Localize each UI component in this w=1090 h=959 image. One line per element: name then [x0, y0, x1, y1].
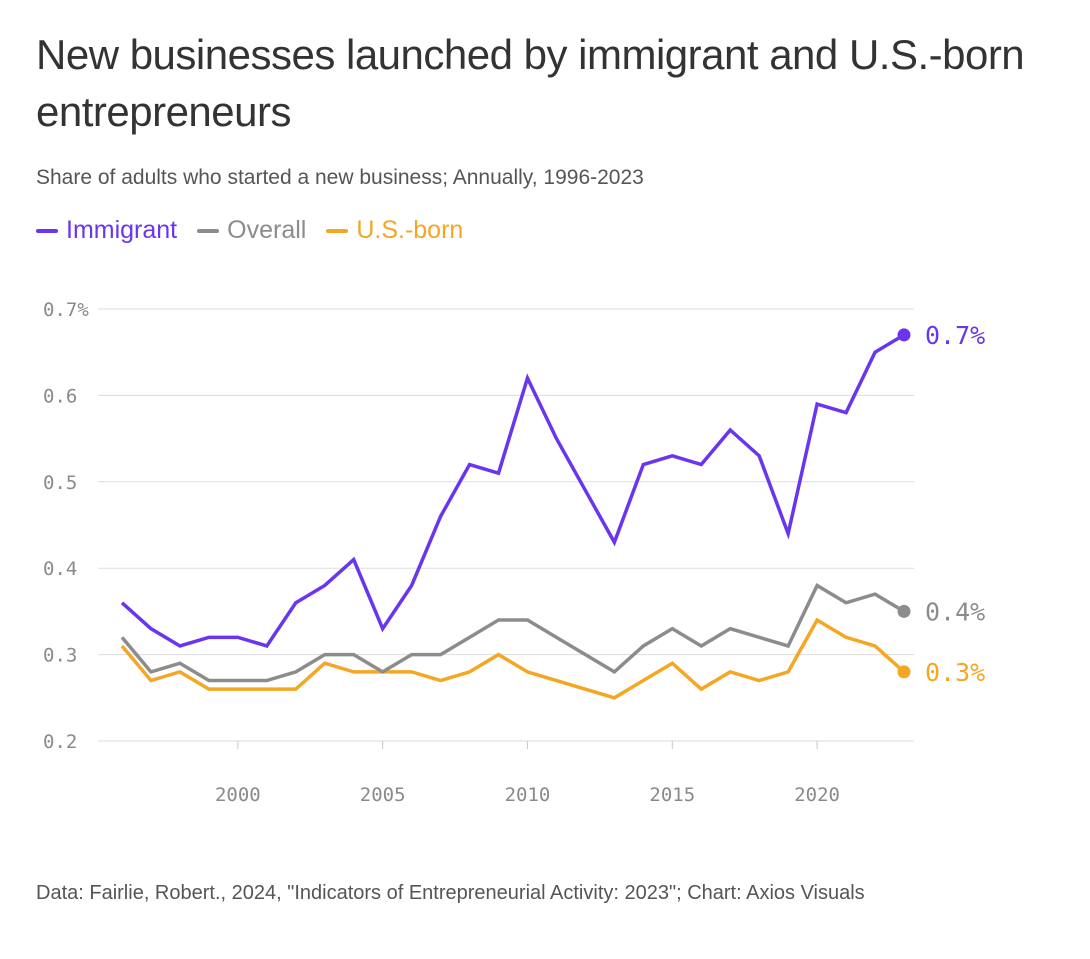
gridlines: [98, 308, 914, 742]
series-line-usborn: [120, 617, 906, 700]
legend-item-overall: Overall: [197, 216, 306, 245]
y-tick-label: 0.4: [43, 558, 77, 580]
end-label-usborn: 0.3%: [925, 658, 985, 687]
legend-label-immigrant: Immigrant: [66, 216, 178, 244]
y-tick-label: 0.5: [43, 472, 77, 494]
y-tick-label: 0.2: [43, 731, 77, 753]
series-lines: [120, 333, 906, 700]
chart-subtitle: Share of adults who started a new busine…: [36, 166, 644, 189]
x-tick-label: 2015: [649, 784, 695, 806]
x-tick-label: 2020: [794, 784, 840, 806]
y-tick-label: 0.3: [43, 645, 77, 667]
series-line-overall: [120, 582, 905, 683]
legend-item-immigrant: Immigrant: [36, 216, 177, 245]
y-tick-label: 0.7%: [43, 299, 89, 321]
legend-item-usborn: U.S.-born: [326, 216, 463, 245]
legend-swatch-usborn: [326, 228, 349, 233]
x-tick-label: 2005: [360, 784, 406, 806]
x-tick-label: 2010: [505, 784, 551, 806]
end-point-overall: [897, 604, 911, 618]
series-line-immigrant: [120, 333, 905, 649]
legend: Immigrant Overall U.S.-born: [36, 216, 463, 245]
chart-title: New businesses launched by immigrant and…: [36, 31, 1025, 135]
legend-swatch-overall: [197, 228, 220, 233]
end-point-immigrant: [897, 328, 911, 342]
y-tick-label: 0.6: [43, 385, 77, 407]
x-axis-ticks: 2000 2005 2010 2015 2020: [215, 741, 840, 806]
legend-label-usborn: U.S.-born: [356, 216, 464, 244]
end-label-overall: 0.4%: [925, 597, 985, 626]
legend-label-overall: Overall: [227, 216, 307, 244]
end-points: 0.7% 0.4% 0.3%: [897, 321, 985, 687]
legend-swatch-immigrant: [36, 228, 58, 233]
x-tick-label: 2000: [215, 784, 261, 806]
end-point-usborn: [897, 665, 911, 679]
source-note: Data: Fairlie, Robert., 2024, "Indicator…: [36, 882, 865, 904]
y-axis-ticks: 0.7% 0.6 0.5 0.4 0.3 0.2: [43, 299, 89, 753]
end-label-immigrant: 0.7%: [925, 321, 985, 350]
